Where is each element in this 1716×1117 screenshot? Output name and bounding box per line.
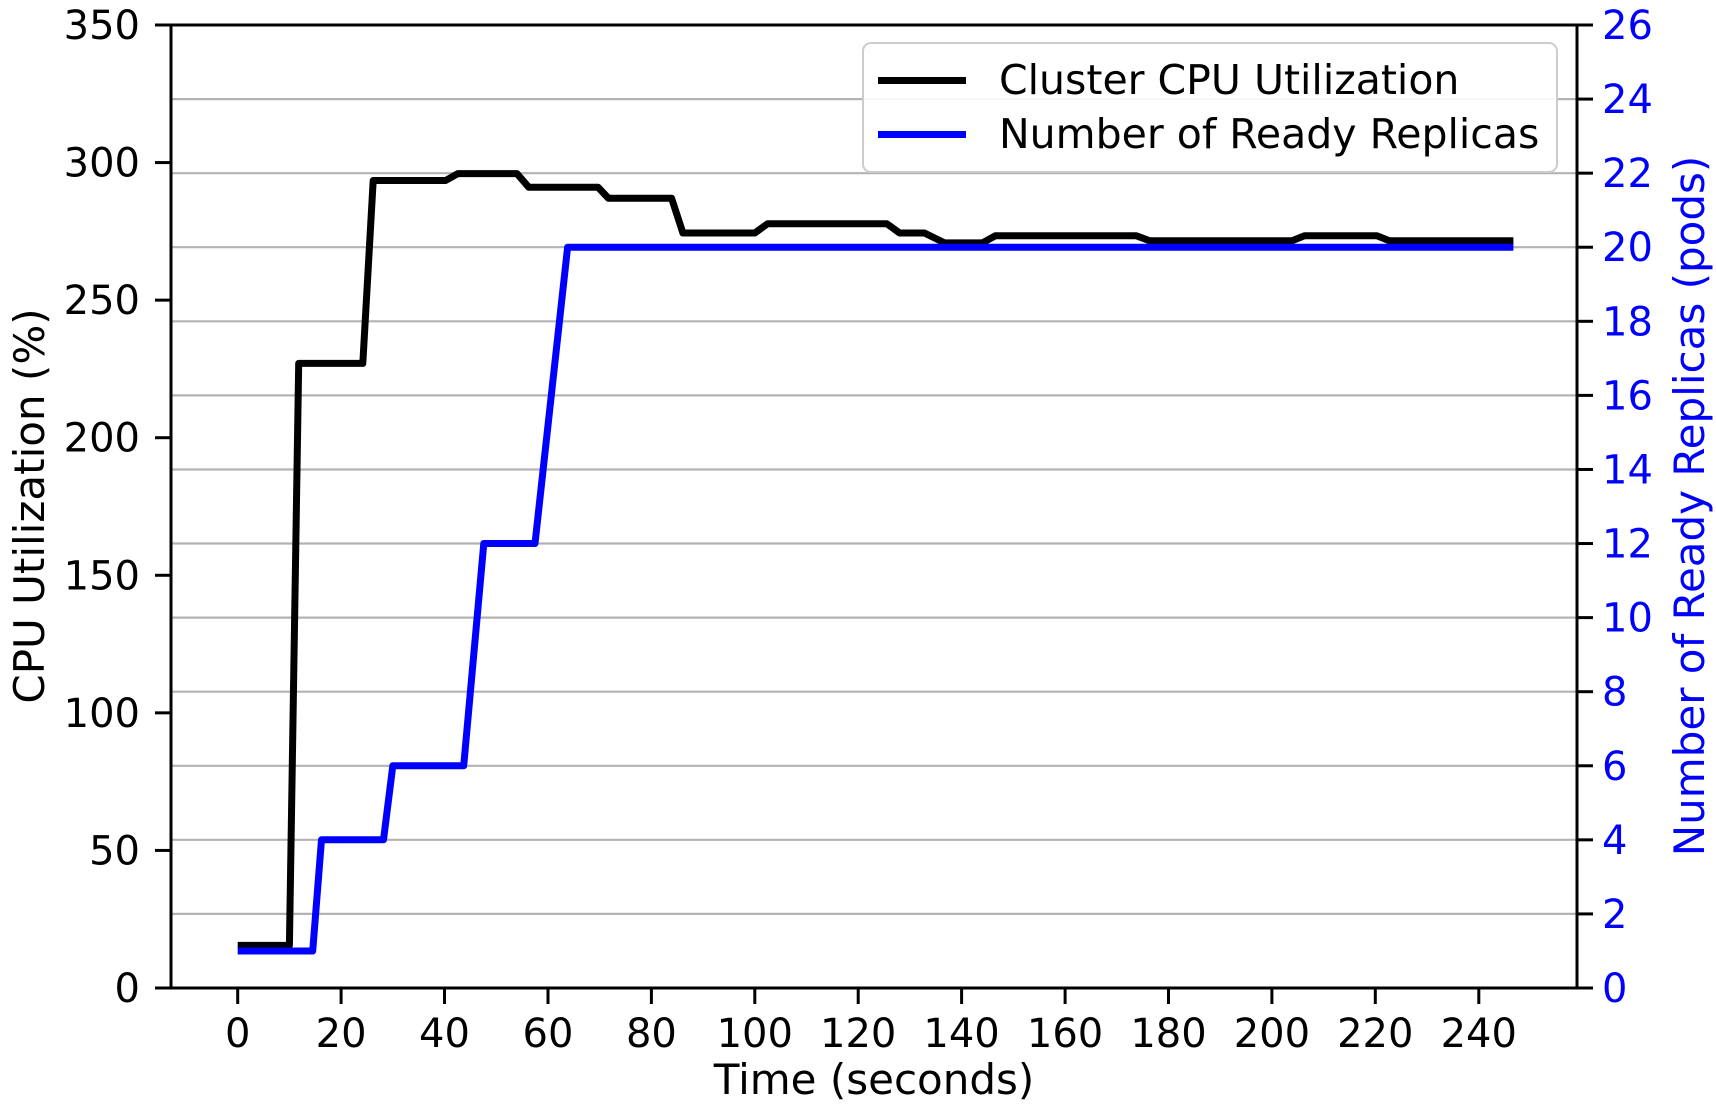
svg-text:140: 140	[923, 1011, 999, 1057]
svg-text:200: 200	[1234, 1011, 1310, 1057]
plot-frame	[169, 23, 1579, 990]
svg-text:22: 22	[1602, 151, 1653, 197]
series-lines	[237, 170, 1514, 955]
x-axis-ticks: 0 20 40 60 80 100 120 140 160 180 200 220 240	[225, 988, 1517, 1057]
right-y-axis-title: Number of Ready Replicas (pods)	[1665, 155, 1714, 857]
legend-entry-replicas: Number of Ready Replicas	[878, 114, 1542, 155]
svg-text:6: 6	[1602, 744, 1627, 790]
svg-text:16: 16	[1602, 373, 1653, 419]
svg-text:300: 300	[64, 141, 140, 187]
svg-text:0: 0	[115, 966, 140, 1012]
svg-text:18: 18	[1602, 299, 1653, 345]
svg-text:60: 60	[523, 1011, 574, 1057]
legend-label-cpu: Cluster CPU Utilization	[999, 55, 1460, 104]
svg-text:160: 160	[1027, 1011, 1103, 1057]
cpu-line-swatch	[878, 76, 966, 84]
svg-text:40: 40	[419, 1011, 470, 1057]
left-y-axis-ticks: 0 50 100 150 200 250 300 350	[64, 3, 171, 1012]
svg-text:50: 50	[89, 828, 140, 874]
svg-text:200: 200	[64, 416, 140, 462]
svg-text:24: 24	[1602, 77, 1653, 123]
svg-text:0: 0	[1602, 966, 1627, 1012]
svg-text:8: 8	[1602, 670, 1627, 716]
left-y-axis-title: CPU Utilization (%)	[5, 308, 54, 704]
svg-text:180: 180	[1130, 1011, 1206, 1057]
svg-text:12: 12	[1602, 522, 1653, 568]
series-cpu	[237, 170, 1514, 949]
legend-entry-cpu: Cluster CPU Utilization	[878, 55, 1542, 104]
svg-text:220: 220	[1337, 1011, 1413, 1057]
svg-text:80: 80	[626, 1011, 677, 1057]
svg-text:120: 120	[820, 1011, 896, 1057]
svg-text:100: 100	[64, 691, 140, 737]
svg-text:20: 20	[316, 1011, 367, 1057]
svg-text:150: 150	[64, 553, 140, 599]
svg-text:0: 0	[225, 1011, 250, 1057]
x-axis-title: Time (seconds)	[713, 1055, 1035, 1104]
svg-text:250: 250	[64, 278, 140, 324]
svg-text:4: 4	[1602, 818, 1627, 864]
replicas-line-swatch	[878, 131, 966, 139]
series-replicas	[237, 243, 1514, 955]
svg-text:10: 10	[1602, 596, 1653, 642]
svg-text:2: 2	[1602, 892, 1627, 938]
svg-text:100: 100	[717, 1011, 793, 1057]
svg-text:350: 350	[64, 3, 140, 49]
svg-text:26: 26	[1602, 3, 1653, 49]
legend-label-replicas: Number of Ready Replicas	[999, 110, 1540, 159]
svg-text:20: 20	[1602, 225, 1653, 271]
legend: Cluster CPU Utilization Number of Ready …	[862, 42, 1558, 173]
svg-text:14: 14	[1602, 447, 1653, 493]
svg-text:240: 240	[1441, 1011, 1517, 1057]
